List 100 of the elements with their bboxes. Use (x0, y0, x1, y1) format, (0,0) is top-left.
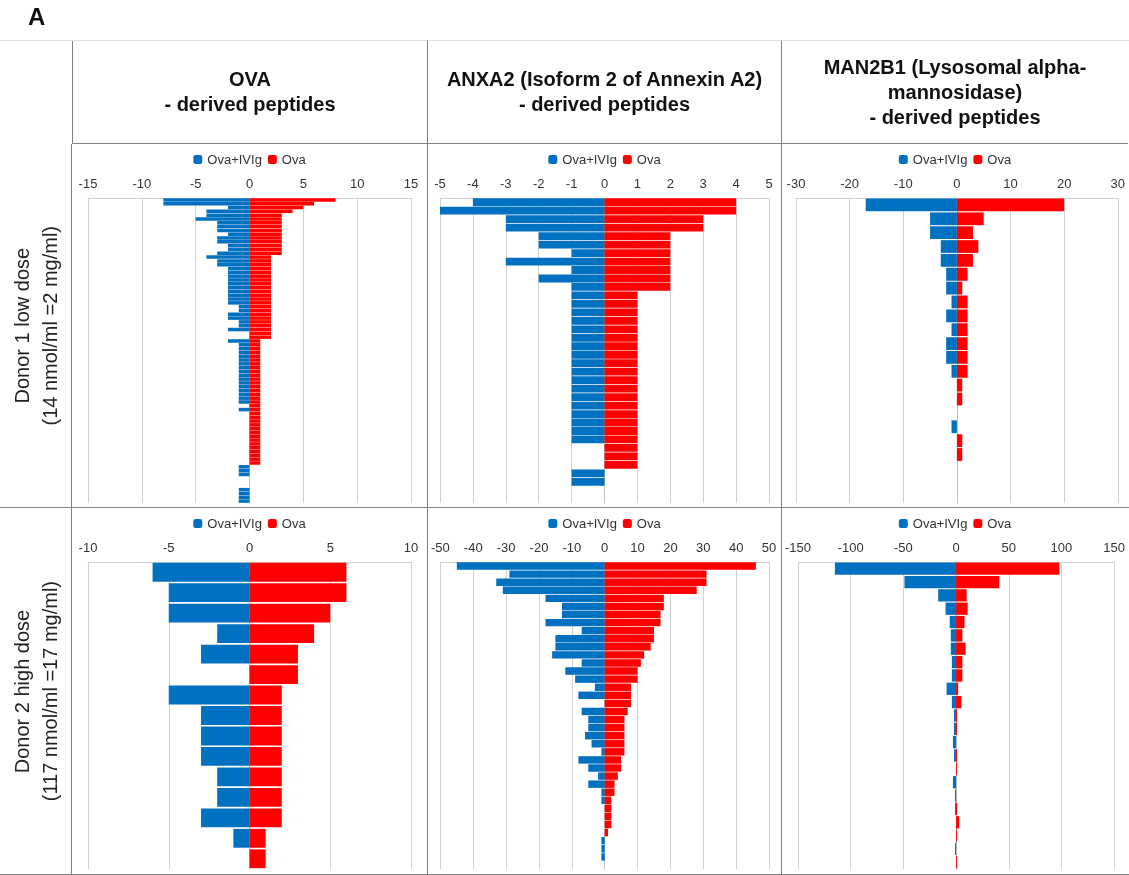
x-tick-label: -50 (431, 540, 450, 555)
bar (249, 301, 272, 305)
x-tick-label: 50 (761, 540, 777, 555)
legend-label: Ova (281, 516, 307, 531)
legend-label: Ova+IVIg (207, 152, 262, 167)
bar (249, 217, 282, 221)
x-tick-label: -5 (434, 176, 446, 191)
x-tick-label: 5 (299, 176, 307, 191)
x-tick-label: 0 (952, 540, 960, 555)
chart-title: ANXA2 (Isoform 2 of Annexin A2) - derived peptides (428, 41, 781, 144)
bar (249, 461, 261, 465)
x-tick-label: 3 (699, 176, 707, 191)
bar (238, 377, 250, 381)
bar (249, 400, 261, 404)
legend-label: Ova+IVIg (562, 152, 617, 167)
bar (249, 362, 261, 366)
bar (238, 400, 250, 404)
bar (238, 354, 250, 358)
bar (217, 236, 250, 240)
x-tick-label: 20 (1056, 176, 1072, 191)
bar (249, 335, 272, 339)
legend-label: Ova+IVIg (562, 516, 617, 531)
x-tick-label: -2 (532, 176, 545, 191)
bar (249, 726, 282, 746)
bar (249, 438, 261, 442)
bar (249, 278, 272, 282)
bar (206, 255, 250, 259)
bar (249, 354, 261, 358)
bar (201, 726, 250, 746)
bar (217, 240, 250, 244)
x-tick-label: 150 (1103, 540, 1126, 555)
legend-label: Ova+IVIg (207, 516, 262, 531)
x-tick-label: 0 (601, 540, 609, 555)
bar (249, 685, 282, 705)
x-tick-label: 1 (633, 176, 642, 191)
bar (201, 644, 250, 664)
x-tick-label: 10 (630, 540, 645, 555)
bar (249, 706, 282, 725)
x-tick-label: -5 (189, 176, 202, 191)
legend-label: Ova (636, 152, 662, 167)
x-tick-label: 0 (953, 176, 961, 191)
bar (227, 316, 250, 320)
x-tick-label: -50 (893, 540, 913, 555)
bar (201, 706, 250, 725)
x-tick-label: -10 (562, 540, 582, 555)
x-tick-label: 0 (245, 176, 254, 191)
bar (249, 274, 272, 278)
bar (249, 381, 261, 385)
bar (249, 282, 272, 286)
bar (249, 297, 272, 301)
bar (249, 404, 261, 408)
y-axis-title: Donor 2 high dose (117 nmol/ml =17 mg/ml) (9, 580, 62, 802)
legend-label: Ova (636, 516, 662, 531)
legend-label: Ova+IVIg (912, 516, 968, 531)
bar (249, 377, 261, 381)
bar (163, 198, 250, 202)
bar (249, 343, 261, 347)
bar (249, 442, 261, 446)
bar (238, 499, 250, 503)
bar (227, 274, 250, 278)
legend-label: Ova (987, 152, 1012, 167)
bar (238, 381, 250, 385)
text: A (28, 3, 46, 31)
bar (249, 415, 261, 419)
x-tick-label: -20 (840, 176, 860, 191)
x-tick-label: -150 (784, 540, 812, 555)
x-tick-label: 15 (403, 176, 419, 191)
bar (227, 278, 250, 282)
bar (195, 217, 250, 221)
x-tick-label: 5 (765, 176, 773, 191)
bar (249, 358, 261, 362)
bar (227, 293, 250, 297)
x-tick-label: -3 (500, 176, 512, 191)
bar (249, 221, 282, 225)
x-tick-label: 100 (1050, 540, 1073, 555)
bar (227, 297, 250, 301)
bar (249, 293, 272, 297)
bar (249, 457, 261, 461)
bar (238, 362, 250, 366)
x-tick-label: 10 (403, 540, 419, 555)
bar (227, 282, 250, 286)
bar (168, 685, 250, 705)
legend-label: Ova+IVIg (912, 152, 968, 167)
chart-title: MAN2B1 (Lysosomal alpha- mannosidase) - derived peptides (782, 41, 1128, 144)
x-tick-label: -10 (132, 176, 152, 191)
bar (249, 419, 261, 423)
x-tick-label: 0 (245, 540, 254, 555)
x-tick-label: -30 (786, 176, 806, 191)
legend-label: Ova (281, 152, 307, 167)
bar (249, 236, 282, 240)
x-tick-label: -10 (893, 176, 913, 191)
bar (238, 396, 250, 400)
x-tick-label: -15 (78, 176, 98, 191)
bar (249, 232, 282, 236)
x-tick-label: 5 (326, 540, 334, 555)
x-tick-label: -30 (496, 540, 516, 555)
bar (249, 396, 261, 400)
bar (249, 320, 272, 324)
x-tick-label: 20 (663, 540, 678, 555)
x-tick-label: -100 (837, 540, 864, 555)
